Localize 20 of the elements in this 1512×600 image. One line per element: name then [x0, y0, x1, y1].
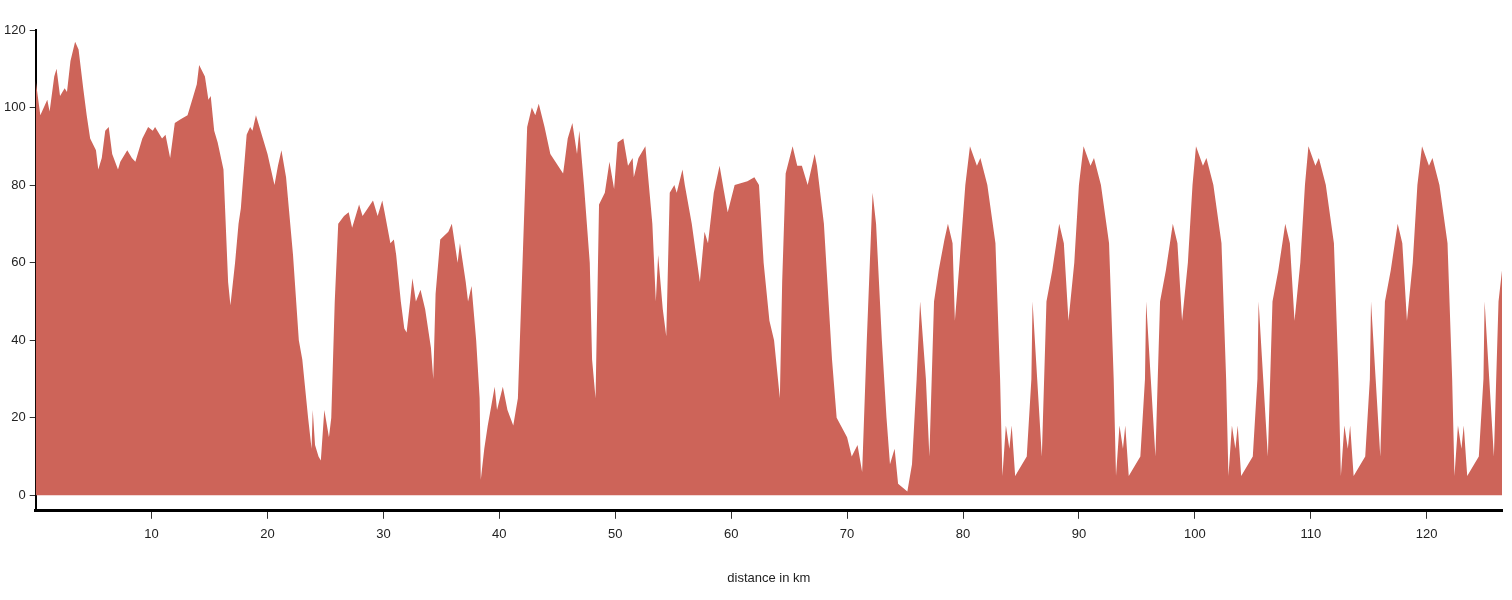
x-tick-label: 110: [1300, 526, 1322, 542]
x-tick-label: 90: [1071, 526, 1087, 542]
y-tick-label: 80: [11, 176, 26, 192]
x-tick-label: 50: [608, 526, 623, 542]
x-axis-title: distance in km: [727, 569, 811, 585]
y-tick-label: 60: [11, 254, 26, 270]
y-tick-label: 20: [11, 409, 26, 425]
x-tick-label: 30: [376, 526, 391, 542]
x-tick-label: 80: [955, 526, 971, 542]
x-tick-label: 10: [144, 526, 159, 542]
y-tick-label: 100: [3, 99, 26, 115]
x-tick-label: 20: [260, 526, 275, 542]
x-tick-label: 60: [723, 526, 739, 542]
x-tick-label: 40: [492, 526, 507, 542]
x-tick-label: 120: [1415, 526, 1438, 542]
y-tick-label: 40: [11, 331, 26, 347]
y-tick-label: 120: [3, 21, 26, 37]
x-tick-label: 100: [1183, 526, 1206, 542]
x-tick-label: 70: [839, 526, 855, 542]
y-tick-label: 0: [18, 486, 26, 502]
